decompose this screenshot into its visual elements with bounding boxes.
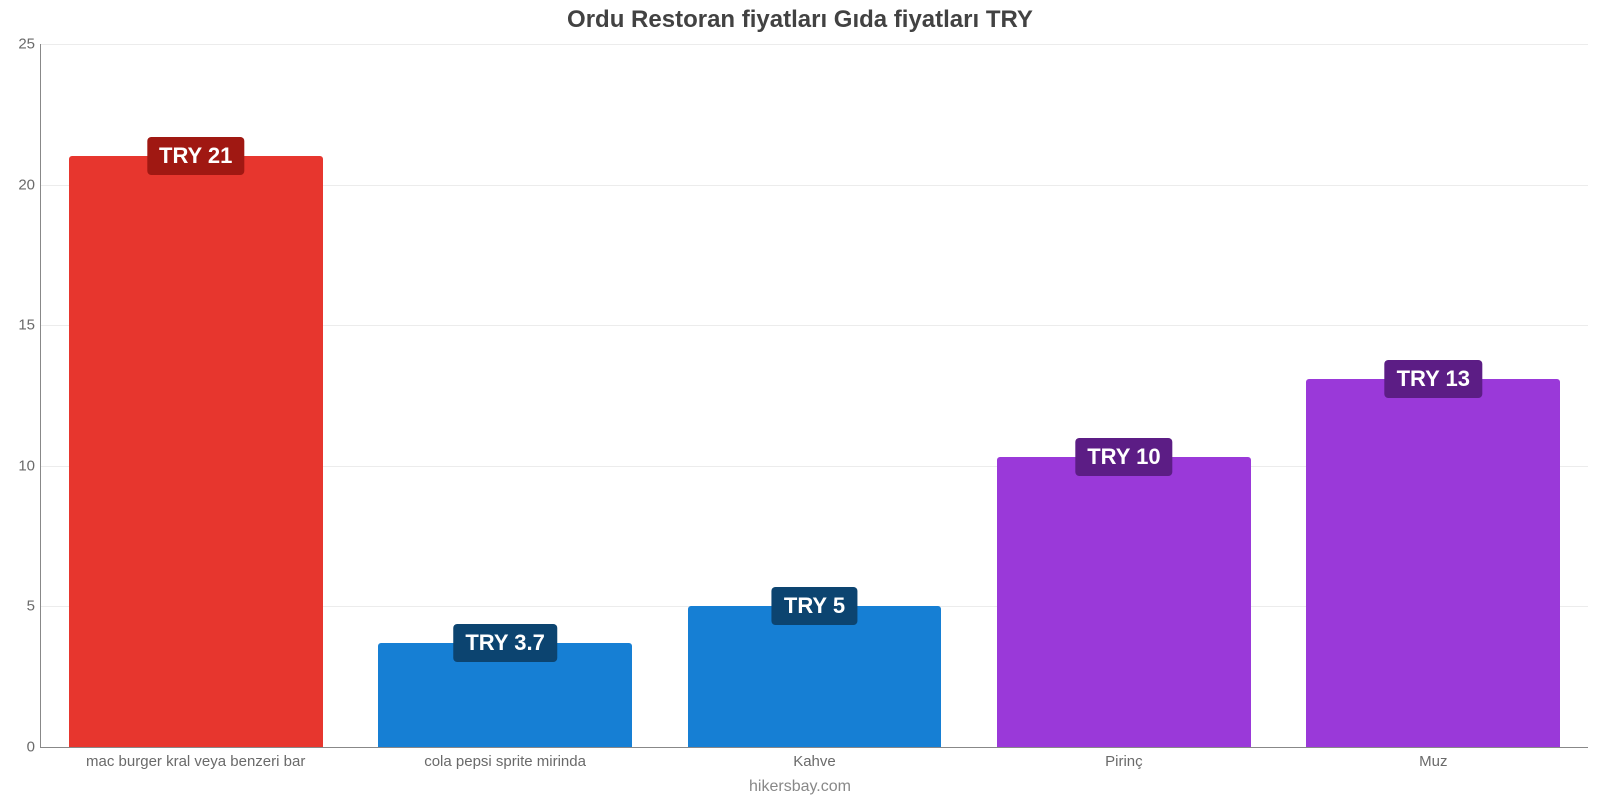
y-tick-label: 0	[5, 739, 35, 756]
bar-value-label: TRY 5	[772, 587, 857, 625]
plot-area: 0510152025TRY 21mac burger kral veya ben…	[40, 44, 1588, 748]
bar-value-label: TRY 10	[1075, 438, 1172, 476]
price-bar-chart: Ordu Restoran fiyatları Gıda fiyatları T…	[0, 0, 1600, 800]
chart-source: hikersbay.com	[0, 778, 1600, 796]
x-category-label: cola pepsi sprite mirinda	[424, 753, 586, 770]
bar	[69, 156, 323, 747]
bar	[688, 606, 942, 747]
bar-slot: TRY 13Muz	[1279, 44, 1588, 747]
bar-value-label: TRY 21	[147, 137, 244, 175]
x-category-label: Kahve	[793, 753, 836, 770]
bar-slot: TRY 3.7cola pepsi sprite mirinda	[350, 44, 659, 747]
y-tick-label: 15	[5, 317, 35, 334]
bar-value-label: TRY 3.7	[453, 624, 556, 662]
bar-slot: TRY 10Pirinç	[969, 44, 1278, 747]
bar-slot: TRY 5Kahve	[660, 44, 969, 747]
x-category-label: mac burger kral veya benzeri bar	[86, 753, 305, 770]
y-tick-label: 5	[5, 598, 35, 615]
bar	[997, 457, 1251, 747]
bar-slot: TRY 21mac burger kral veya benzeri bar	[41, 44, 350, 747]
y-tick-label: 25	[5, 36, 35, 53]
chart-title: Ordu Restoran fiyatları Gıda fiyatları T…	[0, 6, 1600, 34]
y-tick-label: 10	[5, 457, 35, 474]
bar	[1306, 379, 1560, 747]
x-category-label: Muz	[1419, 753, 1447, 770]
bar-value-label: TRY 13	[1385, 360, 1482, 398]
y-tick-label: 20	[5, 176, 35, 193]
x-category-label: Pirinç	[1105, 753, 1143, 770]
